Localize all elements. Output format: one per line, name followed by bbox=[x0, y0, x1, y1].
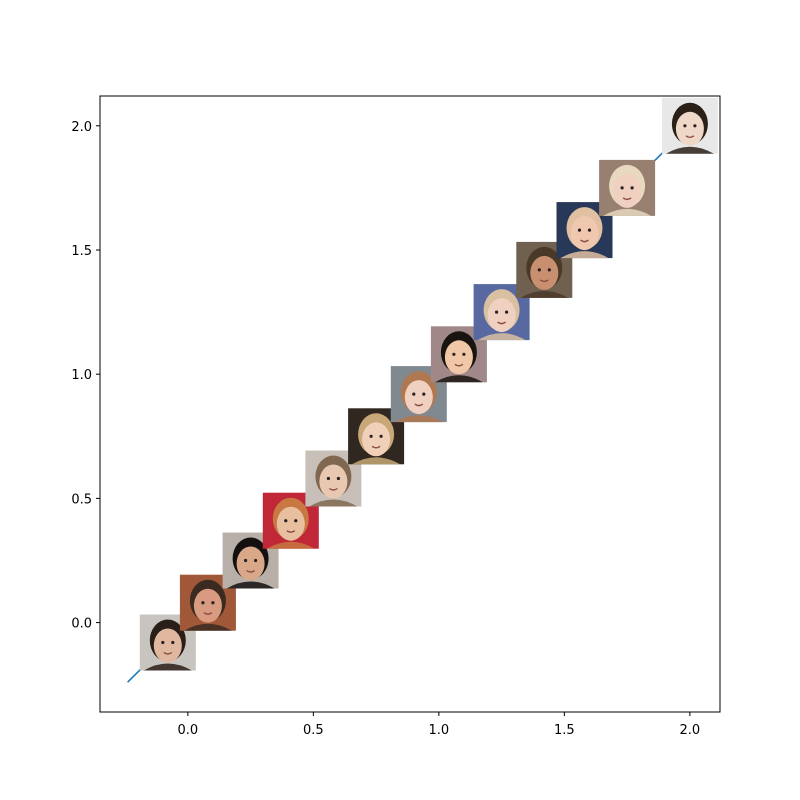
image-marker-eye bbox=[422, 392, 426, 396]
image-marker-eye bbox=[683, 124, 687, 128]
image-marker-eye bbox=[201, 601, 205, 605]
image-marker-mouth bbox=[414, 403, 424, 407]
image-marker-shoulders bbox=[520, 290, 569, 298]
x-tick-label: 1.0 bbox=[429, 723, 450, 738]
image-marker-shoulders bbox=[394, 415, 443, 423]
image-marker-shoulders bbox=[560, 251, 609, 259]
image-marker-shoulders bbox=[266, 541, 315, 549]
image-marker-eye bbox=[336, 476, 340, 481]
image-marker-eye bbox=[693, 124, 697, 128]
image-marker-face bbox=[153, 628, 182, 663]
image-marker bbox=[222, 532, 279, 589]
image-marker-eye bbox=[284, 519, 288, 523]
image-marker-face bbox=[487, 298, 516, 333]
x-tick-label: 1.5 bbox=[554, 723, 575, 738]
image-marker-face bbox=[404, 380, 433, 415]
image-marker-eye bbox=[495, 310, 499, 314]
y-tick-label: 0.0 bbox=[71, 617, 92, 632]
image-marker-face bbox=[613, 173, 642, 208]
image-marker-eye bbox=[379, 434, 383, 438]
image-marker-mouth bbox=[163, 651, 173, 655]
image-marker-eye bbox=[452, 352, 456, 356]
plot-frame bbox=[99, 95, 721, 713]
image-marker-shoulders bbox=[183, 623, 232, 631]
x-tick-label: 0.0 bbox=[178, 723, 199, 738]
image-marker-face bbox=[276, 506, 305, 541]
image-marker-mouth bbox=[580, 239, 589, 243]
image-marker bbox=[599, 159, 656, 216]
image-marker-eye bbox=[412, 392, 416, 396]
image-marker-shoulders bbox=[226, 581, 275, 589]
y-tick-label: 2.0 bbox=[71, 120, 92, 135]
image-marker-eye bbox=[462, 352, 466, 356]
image-marker-mouth bbox=[685, 135, 695, 138]
image-marker-shoulders bbox=[477, 333, 526, 341]
image-marker-shoulders bbox=[309, 499, 358, 507]
image-marker bbox=[305, 450, 362, 507]
image-marker-face bbox=[675, 111, 704, 146]
image-marker-mouth bbox=[328, 487, 338, 491]
image-marker-eye bbox=[547, 268, 551, 272]
image-marker-shoulders bbox=[603, 208, 652, 216]
image-marker-mouth bbox=[286, 530, 296, 533]
image-marker-eye bbox=[577, 228, 582, 232]
image-marker bbox=[516, 241, 573, 298]
image-marker bbox=[661, 97, 718, 154]
image-marker-face bbox=[570, 216, 599, 251]
image-marker-face bbox=[319, 464, 348, 499]
image-marker-face bbox=[444, 340, 473, 375]
axes-layer: 0.0 0.5 1.0 1.5 2.0 0.0 0.5 1.0 1.5 2.0 bbox=[71, 95, 721, 738]
y-tick-label: 0.5 bbox=[71, 492, 92, 507]
image-marker-eye bbox=[211, 601, 215, 605]
image-marker-face bbox=[530, 255, 559, 290]
image-marker bbox=[473, 284, 530, 341]
image-marker-eye bbox=[254, 558, 258, 563]
image-marker-mouth bbox=[454, 363, 464, 367]
image-marker-eye bbox=[161, 640, 165, 645]
image-marker-face bbox=[362, 422, 391, 457]
image-marker-eye bbox=[369, 434, 373, 438]
image-marker-eye bbox=[244, 558, 248, 563]
image-marker-shoulders bbox=[665, 146, 714, 154]
image-marker-eye bbox=[587, 228, 592, 232]
x-tick-label: 0.5 bbox=[303, 723, 324, 738]
image-marker-eye bbox=[620, 186, 624, 190]
image-marker-eye bbox=[537, 268, 541, 272]
image-marker-mouth bbox=[246, 569, 256, 573]
image-marker-eye bbox=[326, 476, 330, 481]
image-marker-eye bbox=[630, 186, 634, 190]
image-marker-eye bbox=[171, 640, 175, 645]
image-marker-shoulders bbox=[434, 375, 483, 383]
image-marker-mouth bbox=[622, 197, 632, 201]
image-marker-shoulders bbox=[143, 663, 192, 671]
image-marker-mouth bbox=[203, 612, 213, 615]
image-marker-eye bbox=[294, 519, 298, 523]
image-marker bbox=[430, 326, 487, 383]
x-tick-label: 2.0 bbox=[680, 723, 701, 738]
image-marker-eye bbox=[505, 310, 509, 314]
image-marker-mouth bbox=[497, 321, 507, 325]
image-marker-face bbox=[193, 588, 222, 623]
image-marker-face bbox=[236, 546, 265, 581]
image-marker-layer bbox=[139, 97, 718, 671]
image-marker-mouth bbox=[371, 445, 381, 449]
y-tick-label: 1.0 bbox=[71, 368, 92, 383]
y-tick-label: 1.5 bbox=[71, 244, 92, 259]
image-marker-shoulders bbox=[352, 457, 401, 465]
image-marker-mouth bbox=[539, 279, 549, 283]
